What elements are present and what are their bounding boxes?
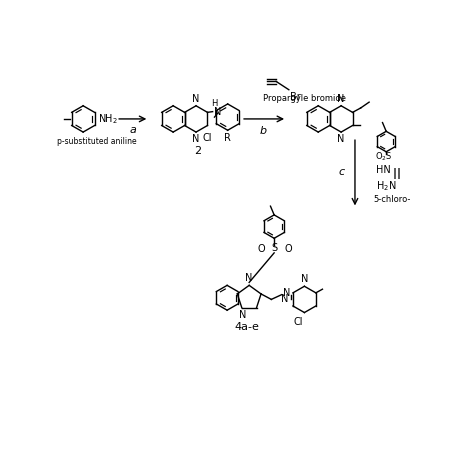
Text: N: N <box>337 93 345 104</box>
Text: Propargyle bromide: Propargyle bromide <box>263 94 346 103</box>
Text: N: N <box>239 310 246 320</box>
Text: H$_2$N: H$_2$N <box>376 180 397 193</box>
Text: S: S <box>272 243 278 253</box>
Text: N: N <box>192 93 200 104</box>
Text: p-substituted aniline: p-substituted aniline <box>57 137 137 146</box>
Text: 5-chloro-: 5-chloro- <box>374 195 410 204</box>
Text: N: N <box>281 294 288 304</box>
Text: NH$_2$: NH$_2$ <box>98 112 118 126</box>
Text: N: N <box>192 134 200 144</box>
Text: O$_2$S: O$_2$S <box>375 151 392 164</box>
Text: Cl: Cl <box>293 317 302 327</box>
Text: O: O <box>284 244 292 254</box>
Text: 4a-e: 4a-e <box>234 322 259 332</box>
Text: $\it{a}$: $\it{a}$ <box>128 125 137 135</box>
Text: N: N <box>214 107 221 118</box>
Text: HN: HN <box>376 165 391 175</box>
Text: Br: Br <box>290 91 301 101</box>
Text: Cl: Cl <box>203 133 212 143</box>
Text: 2: 2 <box>194 146 201 156</box>
Text: $\it{c}$: $\it{c}$ <box>338 167 346 177</box>
Text: N: N <box>283 288 291 298</box>
Text: $\it{b}$: $\it{b}$ <box>259 124 267 136</box>
Text: $\mathbf{||}$: $\mathbf{||}$ <box>392 166 401 181</box>
Text: N: N <box>245 273 252 283</box>
Text: N: N <box>301 274 308 284</box>
Text: N: N <box>337 134 345 144</box>
Text: H: H <box>211 99 217 108</box>
Text: O: O <box>257 244 265 254</box>
Text: R: R <box>224 133 231 143</box>
